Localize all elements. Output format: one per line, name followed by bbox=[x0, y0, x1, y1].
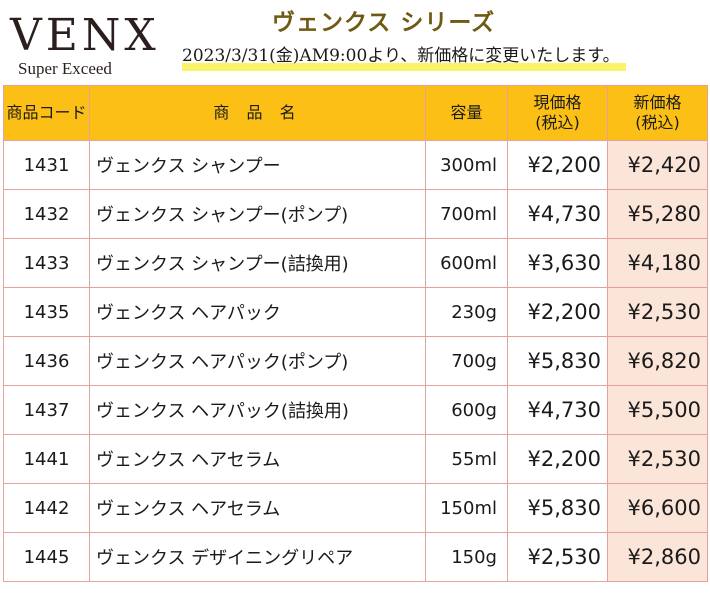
cell-product-name: ヴェンクス ヘアパック(ポンプ) bbox=[89, 336, 426, 386]
cell-new-price: ¥5,280 bbox=[607, 189, 708, 239]
cell-product-code: 1445 bbox=[3, 532, 90, 582]
cell-product-name: ヴェンクス ヘアパック(詰換用) bbox=[89, 385, 426, 435]
cell-product-code: 1432 bbox=[3, 189, 90, 239]
header-new-price-tax: (税込) bbox=[635, 113, 680, 132]
cell-new-price: ¥4,180 bbox=[607, 238, 708, 288]
table-row: 1431 ヴェンクス シャンプー 300ml ¥2,200 ¥2,420 bbox=[3, 140, 708, 190]
price-table: 商品コード 商 品 名 容量 現価格 (税込) 新価格 (税込) 1431 ヴェ… bbox=[3, 85, 708, 582]
cell-new-price: ¥5,500 bbox=[607, 385, 708, 435]
table-row: 1433 ヴェンクス シャンプー(詰換用) 600ml ¥3,630 ¥4,18… bbox=[3, 238, 708, 288]
cell-product-code: 1437 bbox=[3, 385, 90, 435]
cell-volume: 55ml bbox=[425, 434, 508, 484]
cell-product-code: 1436 bbox=[3, 336, 90, 386]
cell-product-name: ヴェンクス シャンプー(ポンプ) bbox=[89, 189, 426, 239]
cell-current-price: ¥2,530 bbox=[507, 532, 608, 582]
logo-wordmark: VENX bbox=[10, 10, 160, 61]
cell-current-price: ¥5,830 bbox=[507, 483, 608, 533]
header-current-price-label: 現価格 bbox=[533, 93, 582, 112]
cell-new-price: ¥2,860 bbox=[607, 532, 708, 582]
cell-volume: 300ml bbox=[425, 140, 508, 190]
cell-new-price: ¥6,600 bbox=[607, 483, 708, 533]
table-row: 1445 ヴェンクス デザイニングリペア 150g ¥2,530 ¥2,860 bbox=[3, 532, 708, 582]
table-row: 1441 ヴェンクス ヘアセラム 55ml ¥2,200 ¥2,530 bbox=[3, 434, 708, 484]
cell-product-code: 1433 bbox=[3, 238, 90, 288]
cell-product-name: ヴェンクス ヘアパック bbox=[89, 287, 426, 337]
header-current-price: 現価格 (税込) bbox=[507, 85, 608, 141]
cell-volume: 230g bbox=[425, 287, 508, 337]
table-header: 商品コード 商 品 名 容量 現価格 (税込) 新価格 (税込) bbox=[3, 85, 708, 141]
cell-current-price: ¥3,630 bbox=[507, 238, 608, 288]
table-body: 1431 ヴェンクス シャンプー 300ml ¥2,200 ¥2,420 143… bbox=[3, 140, 708, 582]
cell-new-price: ¥6,820 bbox=[607, 336, 708, 386]
header-new-price-label: 新価格 bbox=[633, 93, 682, 112]
cell-new-price: ¥2,530 bbox=[607, 287, 708, 337]
header-new-price: 新価格 (税込) bbox=[607, 85, 708, 141]
table-row: 1442 ヴェンクス ヘアセラム 150ml ¥5,830 ¥6,600 bbox=[3, 483, 708, 533]
cell-volume: 700g bbox=[425, 336, 508, 386]
header-product-code: 商品コード bbox=[3, 85, 90, 141]
logo-tagline: Super Exceed bbox=[18, 59, 112, 78]
cell-product-name: ヴェンクス シャンプー bbox=[89, 140, 426, 190]
cell-product-code: 1442 bbox=[3, 483, 90, 533]
cell-product-code: 1441 bbox=[3, 434, 90, 484]
cell-product-code: 1431 bbox=[3, 140, 90, 190]
cell-volume: 150g bbox=[425, 532, 508, 582]
header-row: 商品コード 商 品 名 容量 現価格 (税込) 新価格 (税込) bbox=[3, 85, 708, 141]
cell-current-price: ¥2,200 bbox=[507, 287, 608, 337]
header-product-name: 商 品 名 bbox=[89, 85, 426, 141]
cell-current-price: ¥4,730 bbox=[507, 385, 608, 435]
cell-product-name: ヴェンクス デザイニングリペア bbox=[89, 532, 426, 582]
cell-volume: 600ml bbox=[425, 238, 508, 288]
cell-current-price: ¥2,200 bbox=[507, 434, 608, 484]
cell-product-name: ヴェンクス ヘアセラム bbox=[89, 483, 426, 533]
cell-product-code: 1435 bbox=[3, 287, 90, 337]
cell-product-name: ヴェンクス シャンプー(詰換用) bbox=[89, 238, 426, 288]
cell-new-price: ¥2,530 bbox=[607, 434, 708, 484]
header-volume: 容量 bbox=[425, 85, 508, 141]
cell-new-price: ¥2,420 bbox=[607, 140, 708, 190]
price-change-notice: 2023/3/31(金)AM9:00より、新価格に変更いたします。 bbox=[182, 44, 626, 72]
table-row: 1435 ヴェンクス ヘアパック 230g ¥2,200 ¥2,530 bbox=[3, 287, 708, 337]
cell-current-price: ¥2,200 bbox=[507, 140, 608, 190]
table-row: 1437 ヴェンクス ヘアパック(詰換用) 600g ¥4,730 ¥5,500 bbox=[3, 385, 708, 435]
cell-volume: 150ml bbox=[425, 483, 508, 533]
brand-logo: VENX Super Exceed bbox=[6, 10, 160, 78]
cell-current-price: ¥4,730 bbox=[507, 189, 608, 239]
cell-product-name: ヴェンクス ヘアセラム bbox=[89, 434, 426, 484]
table-row: 1432 ヴェンクス シャンプー(ポンプ) 700ml ¥4,730 ¥5,28… bbox=[3, 189, 708, 239]
cell-current-price: ¥5,830 bbox=[507, 336, 608, 386]
cell-volume: 700ml bbox=[425, 189, 508, 239]
page-title: ヴェンクス シリーズ bbox=[272, 10, 496, 36]
table-row: 1436 ヴェンクス ヘアパック(ポンプ) 700g ¥5,830 ¥6,820 bbox=[3, 336, 708, 386]
header-current-price-tax: (税込) bbox=[535, 113, 580, 132]
cell-volume: 600g bbox=[425, 385, 508, 435]
